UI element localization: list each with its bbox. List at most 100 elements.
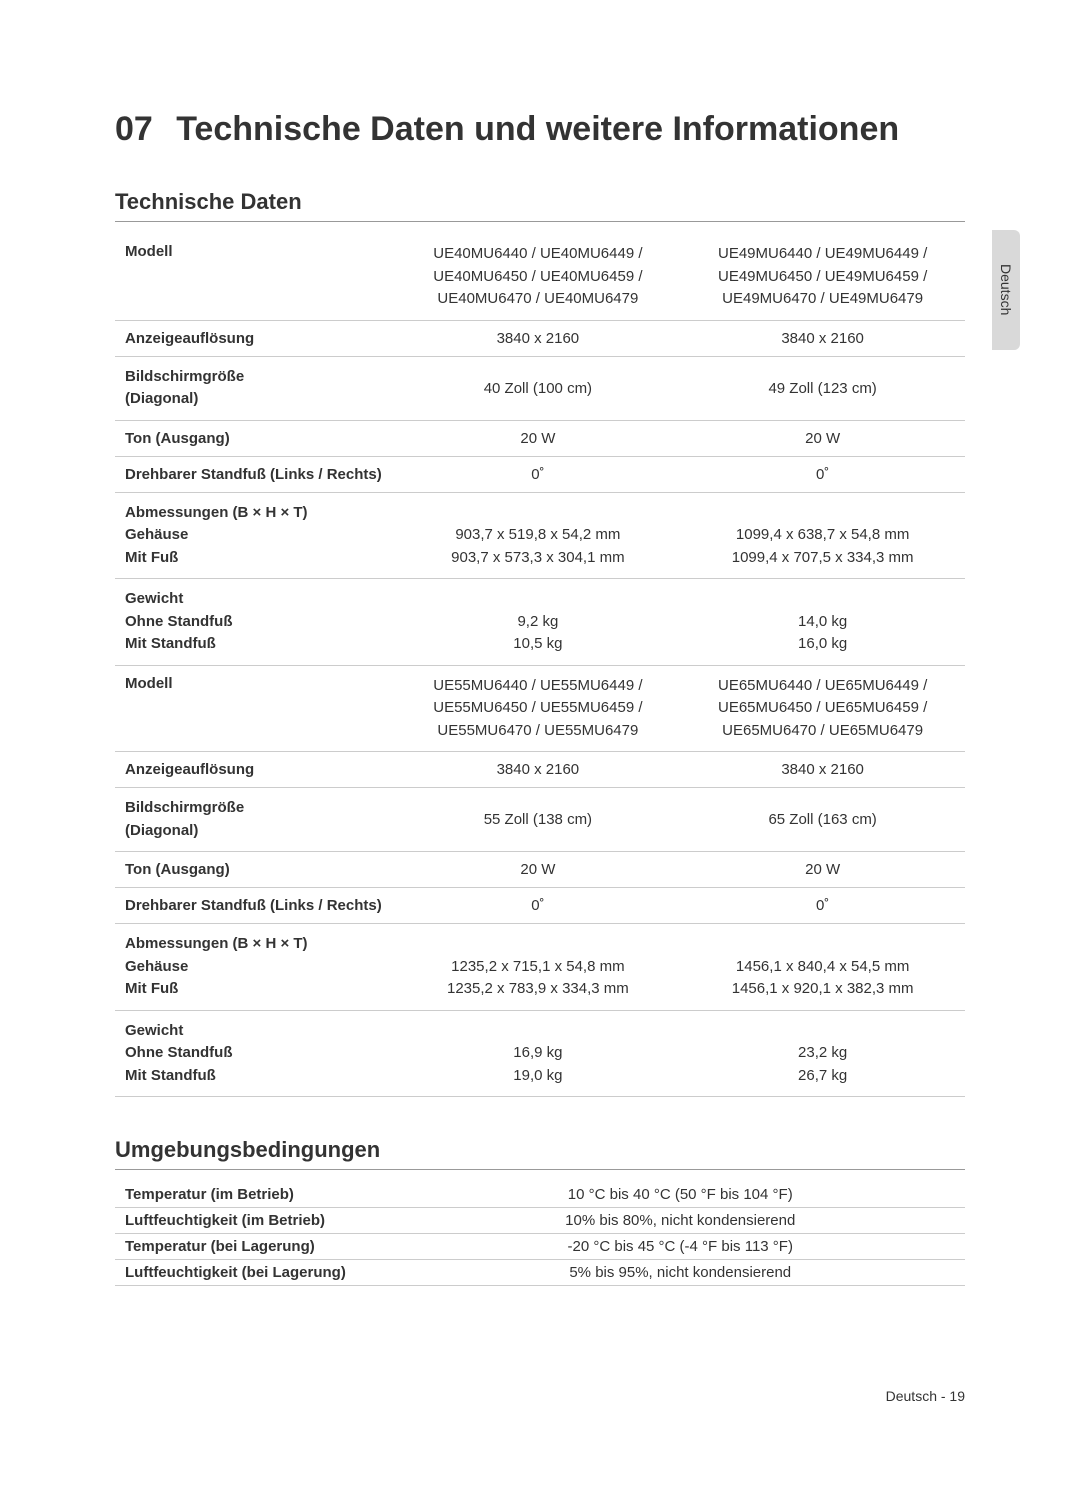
table-row: Ton (Ausgang) 20 W 20 W [115, 852, 965, 888]
txt: Gewicht [125, 590, 183, 607]
txt: 16,0 kg [798, 635, 847, 652]
env-op-hum-label: Luftfeuchtigkeit (im Betrieb) [115, 1208, 396, 1234]
env-st-temp-val: -20 °C bis 45 °C (-4 °F bis 113 °F) [396, 1234, 966, 1260]
txt: Gewicht [125, 1022, 183, 1039]
label-screensize: Bildschirmgröße (Diagonal) [115, 788, 396, 852]
table-row-model2: Modell UE55MU6440 / UE55MU6449 / UE55MU6… [115, 665, 965, 752]
table-row: Luftfeuchtigkeit (bei Lagerung) 5% bis 9… [115, 1260, 965, 1286]
specs-table: Modell UE40MU6440 / UE40MU6449 / UE40MU6… [115, 234, 965, 1097]
label-weight: Gewicht Ohne Standfuß Mit Standfuß [115, 579, 396, 666]
txt: Gehäuse [125, 958, 188, 975]
txt: UE65MU6470 / UE65MU6479 [722, 722, 923, 739]
txt: Mit Standfuß [125, 635, 216, 652]
txt: Abmessungen (B × H × T) [125, 935, 308, 952]
txt: 1235,2 x 783,9 x 334,3 mm [447, 980, 629, 997]
val: 0˚ [396, 456, 681, 492]
label-sound: Ton (Ausgang) [115, 420, 396, 456]
val-model1-b: UE49MU6440 / UE49MU6449 / UE49MU6450 / U… [680, 234, 965, 320]
val: 9,2 kg 10,5 kg [396, 579, 681, 666]
side-language-label: Deutsch [998, 264, 1014, 315]
val-model2-b: UE65MU6440 / UE65MU6449 / UE65MU6450 / U… [680, 665, 965, 752]
txt: UE40MU6470 / UE40MU6479 [437, 290, 638, 307]
table-row: Abmessungen (B × H × T) Gehäuse Mit Fuß … [115, 492, 965, 579]
txt: 19,0 kg [513, 1067, 562, 1084]
txt: (Diagonal) [125, 822, 198, 839]
table-row-model1: Modell UE40MU6440 / UE40MU6449 / UE40MU6… [115, 234, 965, 320]
txt: 23,2 kg [798, 1044, 847, 1061]
table-row: Abmessungen (B × H × T) Gehäuse Mit Fuß … [115, 924, 965, 1011]
txt: (Diagonal) [125, 390, 198, 407]
env-st-temp-label: Temperatur (bei Lagerung) [115, 1234, 396, 1260]
label-swivel: Drehbarer Standfuß (Links / Rechts) [115, 888, 396, 924]
txt: 26,7 kg [798, 1067, 847, 1084]
side-language-tab: Deutsch [992, 230, 1020, 350]
table-row: Anzeigeauflösung 3840 x 2160 3840 x 2160 [115, 320, 965, 356]
main-title [157, 110, 176, 148]
env-st-hum-label: Luftfeuchtigkeit (bei Lagerung) [115, 1260, 396, 1286]
txt: Ohne Standfuß [125, 1044, 233, 1061]
txt: UE49MU6440 / UE49MU6449 / [718, 245, 927, 262]
section-number: 07 [115, 110, 153, 148]
env-op-temp-label: Temperatur (im Betrieb) [115, 1182, 396, 1208]
txt: 903,7 x 519,8 x 54,2 mm [455, 526, 620, 543]
table-row: Temperatur (bei Lagerung) -20 °C bis 45 … [115, 1234, 965, 1260]
val: 3840 x 2160 [680, 752, 965, 788]
txt: Bildschirmgröße [125, 799, 244, 816]
section-title-row: 07 Technische Daten und weitere Informat… [115, 110, 965, 149]
val: 49 Zoll (123 cm) [680, 356, 965, 420]
val: 14,0 kg 16,0 kg [680, 579, 965, 666]
table-row: Bildschirmgröße (Diagonal) 55 Zoll (138 … [115, 788, 965, 852]
val: 0˚ [680, 456, 965, 492]
val: 0˚ [396, 888, 681, 924]
txt: 14,0 kg [798, 613, 847, 630]
table-row: Temperatur (im Betrieb) 10 °C bis 40 °C … [115, 1182, 965, 1208]
page-content: 07 Technische Daten und weitere Informat… [0, 0, 1080, 1346]
txt: Bildschirmgröße [125, 368, 244, 385]
txt: Ohne Standfuß [125, 613, 233, 630]
val: 16,9 kg 19,0 kg [396, 1010, 681, 1097]
table-row: Luftfeuchtigkeit (im Betrieb) 10% bis 80… [115, 1208, 965, 1234]
txt: UE49MU6450 / UE49MU6459 / [718, 268, 927, 285]
table-row: Drehbarer Standfuß (Links / Rechts) 0˚ 0… [115, 888, 965, 924]
val: 1235,2 x 715,1 x 54,8 mm 1235,2 x 783,9 … [396, 924, 681, 1011]
table-row: Ton (Ausgang) 20 W 20 W [115, 420, 965, 456]
label-sound: Ton (Ausgang) [115, 852, 396, 888]
tech-specs-subtitle: Technische Daten [115, 189, 965, 222]
txt: Mit Standfuß [125, 1067, 216, 1084]
txt: 1456,1 x 840,4 x 54,5 mm [736, 958, 909, 975]
txt: Mit Fuß [125, 549, 178, 566]
label-resolution: Anzeigeauflösung [115, 752, 396, 788]
val: 1099,4 x 638,7 x 54,8 mm 1099,4 x 707,5 … [680, 492, 965, 579]
label-screensize: Bildschirmgröße (Diagonal) [115, 356, 396, 420]
label-swivel: Drehbarer Standfuß (Links / Rechts) [115, 456, 396, 492]
val-model1-a: UE40MU6440 / UE40MU6449 / UE40MU6450 / U… [396, 234, 681, 320]
val: 0˚ [680, 888, 965, 924]
label-resolution: Anzeigeauflösung [115, 320, 396, 356]
txt: 903,7 x 573,3 x 304,1 mm [451, 549, 624, 566]
txt: 9,2 kg [517, 613, 558, 630]
env-table: Temperatur (im Betrieb) 10 °C bis 40 °C … [115, 1182, 965, 1286]
env-subtitle: Umgebungsbedingungen [115, 1137, 965, 1170]
label-model: Modell [115, 234, 396, 320]
txt: UE40MU6440 / UE40MU6449 / [433, 245, 642, 262]
val: 20 W [680, 852, 965, 888]
val: 3840 x 2160 [396, 752, 681, 788]
txt: 1456,1 x 920,1 x 382,3 mm [732, 980, 914, 997]
val: 1456,1 x 840,4 x 54,5 mm 1456,1 x 920,1 … [680, 924, 965, 1011]
txt: 1235,2 x 715,1 x 54,8 mm [451, 958, 624, 975]
table-row: Drehbarer Standfuß (Links / Rechts) 0˚ 0… [115, 456, 965, 492]
val: 3840 x 2160 [680, 320, 965, 356]
label-weight: Gewicht Ohne Standfuß Mit Standfuß [115, 1010, 396, 1097]
txt: 1099,4 x 638,7 x 54,8 mm [736, 526, 909, 543]
env-op-hum-val: 10% bis 80%, nicht kondensierend [396, 1208, 966, 1234]
label-dims: Abmessungen (B × H × T) Gehäuse Mit Fuß [115, 924, 396, 1011]
txt: UE65MU6440 / UE65MU6449 / [718, 677, 927, 694]
val: 20 W [396, 852, 681, 888]
txt: UE49MU6470 / UE49MU6479 [722, 290, 923, 307]
val: 20 W [680, 420, 965, 456]
val: 65 Zoll (163 cm) [680, 788, 965, 852]
txt: UE55MU6450 / UE55MU6459 / [433, 699, 642, 716]
env-st-hum-val: 5% bis 95%, nicht kondensierend [396, 1260, 966, 1286]
txt: 16,9 kg [513, 1044, 562, 1061]
txt: Gehäuse [125, 526, 188, 543]
